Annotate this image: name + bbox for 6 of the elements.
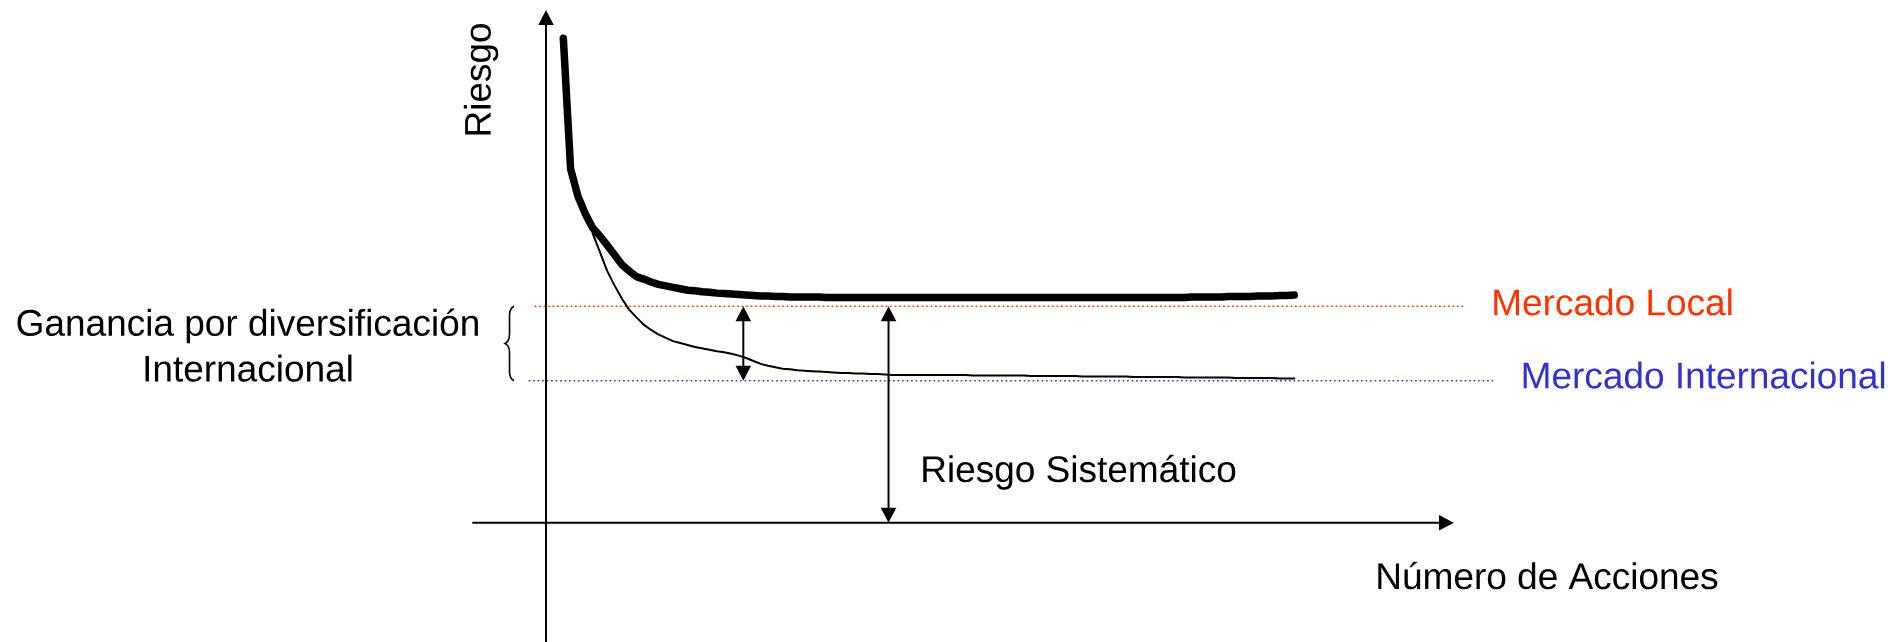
y-axis-title: Riesgo <box>463 23 499 135</box>
annotation: Riesgo Sistemático <box>923 454 1236 490</box>
ref-line-label: Mercado Local <box>1494 288 1732 316</box>
text: Ganancia por diversificación Internacional <box>17 308 478 382</box>
ref-line-label: Mercado Internacional <box>1523 361 1885 389</box>
x-axis-title: Número de Acciones <box>1378 561 1718 590</box>
